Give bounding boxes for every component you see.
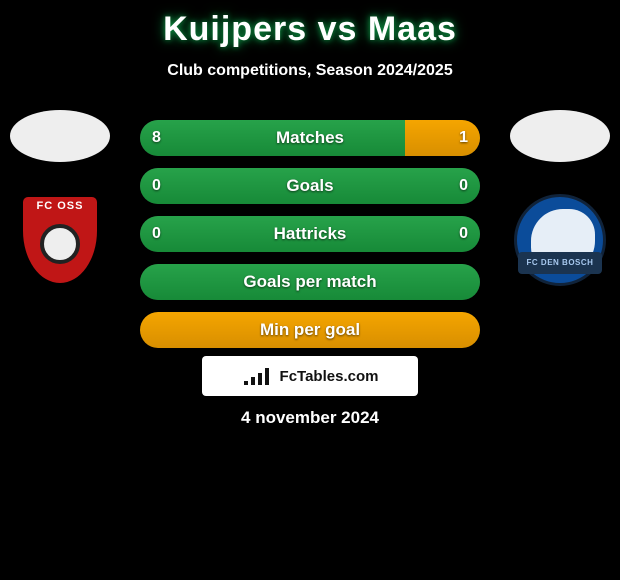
avatar-placeholder: [510, 110, 610, 162]
club-badge-left: FC OSS: [10, 194, 110, 286]
stat-label: Matches: [140, 120, 480, 156]
stat-bar-matches: 8 Matches 1: [140, 120, 480, 156]
site-badge: FcTables.com: [202, 356, 418, 396]
stat-right-value: 0: [459, 168, 468, 204]
club-label-left: FC OSS: [20, 200, 100, 212]
site-label: FcTables.com: [280, 368, 379, 385]
stat-bar-goals: 0 Goals 0: [140, 168, 480, 204]
stat-right-value: 0: [459, 216, 468, 252]
stat-label: Hattricks: [140, 216, 480, 252]
stat-right-value: 1: [459, 120, 468, 156]
stat-bar-gpm: Goals per match: [140, 264, 480, 300]
stat-label: Goals per match: [140, 264, 480, 300]
stat-bar-mpg: Min per goal: [140, 312, 480, 348]
ball-icon: [40, 224, 80, 264]
club-label-right: FC DEN BOSCH: [518, 252, 602, 274]
comparison-bars: 8 Matches 1 0 Goals 0 0 Hattricks 0 Goal…: [140, 120, 480, 360]
player-right: FC DEN BOSCH: [510, 110, 610, 286]
stat-label: Min per goal: [140, 312, 480, 348]
page-title: Kuijpers vs Maas: [0, 10, 620, 49]
stat-bar-hattricks: 0 Hattricks 0: [140, 216, 480, 252]
signal-icon: [242, 365, 274, 387]
page-subtitle: Club competitions, Season 2024/2025: [0, 62, 620, 80]
date-label: 4 november 2024: [0, 408, 620, 428]
avatar-placeholder: [10, 110, 110, 162]
stat-label: Goals: [140, 168, 480, 204]
player-left: FC OSS: [10, 110, 110, 286]
club-badge-right: FC DEN BOSCH: [510, 194, 610, 286]
